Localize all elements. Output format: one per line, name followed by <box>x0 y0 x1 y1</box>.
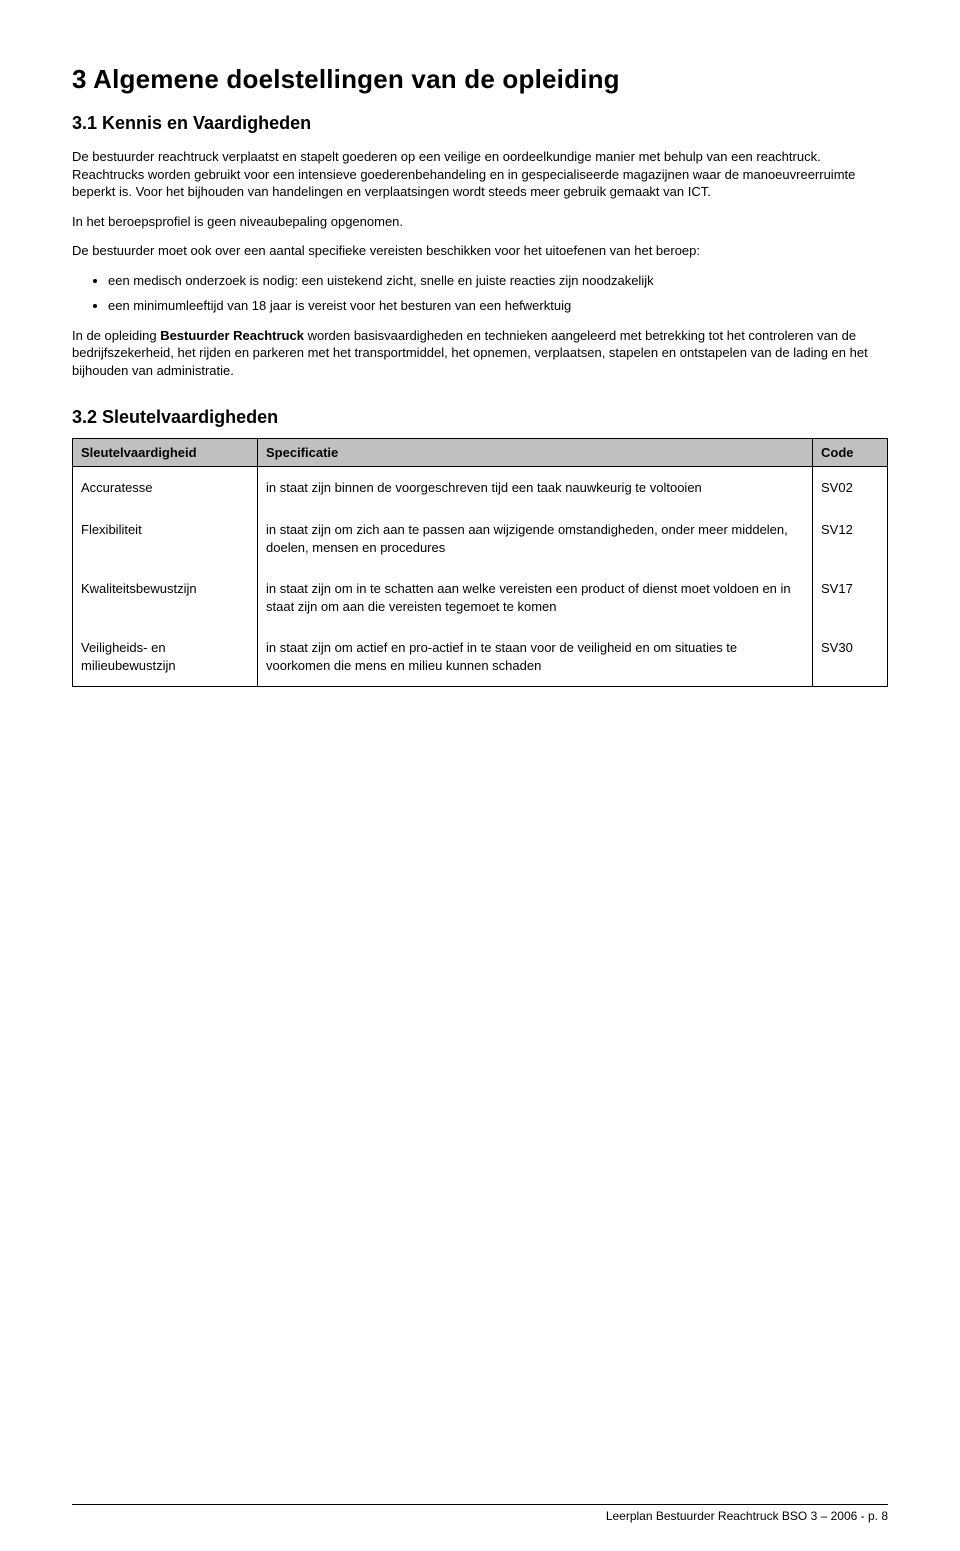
table-header-row: Sleutelvaardigheid Specificatie Code <box>73 439 888 467</box>
paragraph-3-intro: De bestuurder moet ook over een aantal s… <box>72 242 888 260</box>
section-3-1-title: 3.1 Kennis en Vaardigheden <box>72 113 888 134</box>
cell-code: SV17 <box>813 568 888 627</box>
list-item: een minimumleeftijd van 18 jaar is verei… <box>108 297 888 315</box>
section-3-2-title: 3.2 Sleutelvaardigheden <box>72 407 888 428</box>
sleutelvaardigheden-table: Sleutelvaardigheid Specificatie Code Acc… <box>72 438 888 687</box>
cell-sleutelvaardigheid: Veiligheids- en milieubewustzijn <box>73 627 258 687</box>
cell-code: SV12 <box>813 509 888 568</box>
cell-sleutelvaardigheid: Accuratesse <box>73 467 258 509</box>
paragraph-2: In het beroepsprofiel is geen niveaubepa… <box>72 213 888 231</box>
cell-code: SV02 <box>813 467 888 509</box>
page-footer: Leerplan Bestuurder Reachtruck BSO 3 – 2… <box>72 1504 888 1523</box>
paragraph-4: In de opleiding Bestuurder Reachtruck wo… <box>72 327 888 380</box>
section-3-title: 3 Algemene doelstellingen van de opleidi… <box>72 64 888 95</box>
paragraph-1: De bestuurder reachtruck verplaatst en s… <box>72 148 888 201</box>
document-page: 3 Algemene doelstellingen van de opleidi… <box>0 0 960 1551</box>
cell-code: SV30 <box>813 627 888 687</box>
cell-sleutelvaardigheid: Kwaliteitsbewustzijn <box>73 568 258 627</box>
cell-specificatie: in staat zijn binnen de voorgeschreven t… <box>258 467 813 509</box>
p4-pre: In de opleiding <box>72 328 160 343</box>
bullet-list: een medisch onderzoek is nodig: een uist… <box>72 272 888 315</box>
cell-specificatie: in staat zijn om actief en pro-actief in… <box>258 627 813 687</box>
col-header-specificatie: Specificatie <box>258 439 813 467</box>
list-item: een medisch onderzoek is nodig: een uist… <box>108 272 888 290</box>
cell-sleutelvaardigheid: Flexibiliteit <box>73 509 258 568</box>
p4-bold: Bestuurder Reachtruck <box>160 328 304 343</box>
col-header-code: Code <box>813 439 888 467</box>
table-row: Accuratesse in staat zijn binnen de voor… <box>73 467 888 509</box>
cell-specificatie: in staat zijn om zich aan te passen aan … <box>258 509 813 568</box>
cell-specificatie: in staat zijn om in te schatten aan welk… <box>258 568 813 627</box>
col-header-sleutelvaardigheid: Sleutelvaardigheid <box>73 439 258 467</box>
table-row: Flexibiliteit in staat zijn om zich aan … <box>73 509 888 568</box>
table-row: Kwaliteitsbewustzijn in staat zijn om in… <box>73 568 888 627</box>
table-row: Veiligheids- en milieubewustzijn in staa… <box>73 627 888 687</box>
